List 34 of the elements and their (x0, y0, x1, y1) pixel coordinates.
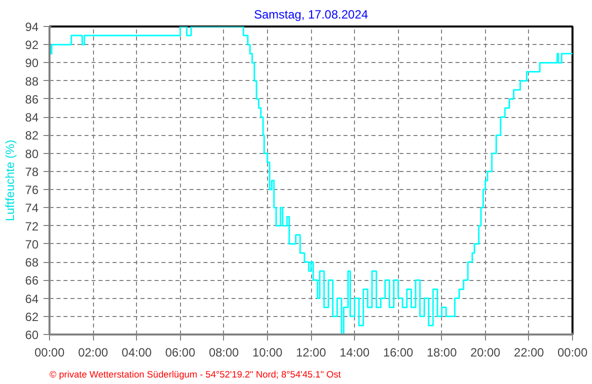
x-tick-label: 00:00 (557, 346, 588, 360)
y-tick-label: 92 (25, 38, 39, 52)
x-tick-label: 14:00 (340, 346, 370, 360)
y-tick-label: 74 (25, 201, 39, 216)
y-tick-label: 66 (25, 274, 39, 288)
y-tick-label: 80 (25, 146, 39, 161)
text: © private Wetterstation Süderlügum - 54°52'19.2" Nord; 8°54'45.1" Ost (50, 370, 342, 380)
y-tick-label: 90 (25, 56, 39, 70)
y-axis-title: Luftfeuchte (%) (3, 140, 18, 222)
x-tick-label: 02:00 (78, 346, 108, 360)
y-tick-label: 68 (25, 256, 39, 270)
y-tick-label: 76 (25, 183, 39, 198)
y-tick-label: 78 (25, 164, 39, 179)
x-tick-label: 16:00 (383, 346, 414, 360)
x-tick-label: 12:00 (296, 346, 326, 360)
x-tick-label: 22:00 (514, 346, 544, 360)
y-tick-label: 94 (25, 20, 39, 34)
y-tick-label: 72 (25, 219, 39, 234)
x-tick-label: 10:00 (252, 346, 283, 360)
x-tick-label: 04:00 (122, 346, 152, 360)
y-tick-label: 60 (25, 328, 39, 342)
chart-title: Samstag, 17.08.2024 (254, 8, 368, 22)
y-tick-label: 84 (25, 110, 39, 125)
y-tick-label: 82 (25, 128, 39, 143)
y-tick-label: 70 (25, 237, 39, 252)
x-tick-label: 20:00 (470, 346, 501, 360)
x-tick-label: 18:00 (426, 346, 458, 360)
x-tick-label: 06:00 (165, 346, 196, 360)
y-tick-label: 88 (25, 74, 39, 88)
x-tick-label: 00:00 (34, 346, 65, 360)
x-tick-label: 08:00 (208, 346, 240, 360)
y-tick-label: 64 (25, 292, 39, 306)
y-tick-label: 62 (25, 310, 39, 324)
y-tick-label: 86 (25, 92, 39, 106)
